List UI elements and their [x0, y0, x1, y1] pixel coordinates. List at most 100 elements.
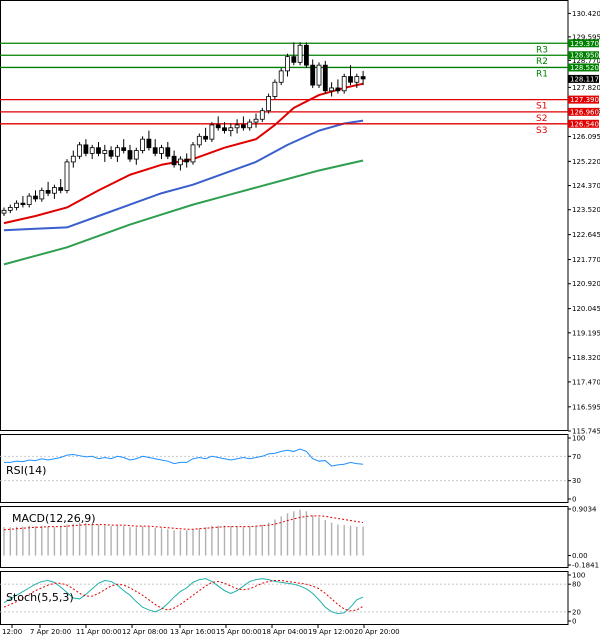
- candle-body: [310, 64, 316, 86]
- price-tick-label: 121.770: [572, 256, 600, 264]
- candle: [115, 144, 120, 162]
- candle: [291, 42, 297, 66]
- candle: [177, 156, 183, 171]
- stoch-signal-line: [3, 580, 364, 612]
- price-tick-label: 119.195: [572, 329, 600, 337]
- candle-body: [115, 147, 120, 157]
- level-name-r2: R2: [536, 57, 548, 67]
- price-tick-label: 116.595: [572, 403, 600, 411]
- candle-body: [26, 195, 32, 206]
- candle: [222, 122, 227, 134]
- candle-body: [127, 150, 133, 160]
- stoch-label: Stoch(5,5,3): [6, 591, 74, 604]
- candle-body: [83, 144, 89, 154]
- level-price-label: 129.370: [570, 40, 599, 48]
- price-panel: 130.420129.595128.770127.820126.995126.0…: [0, 0, 600, 436]
- rsi-line: [4, 448, 364, 467]
- candle: [52, 184, 57, 199]
- level-name-r1: R1: [536, 69, 548, 79]
- macd-panel: 0.9034 0.00 -0.1841 MACD(12,26,9): [0, 506, 599, 570]
- time-tick-label: 18 Apr 04:00: [262, 628, 308, 636]
- candle-body: [33, 195, 38, 200]
- candle-body: [247, 121, 253, 129]
- candle-body: [64, 161, 70, 191]
- candle: [259, 107, 265, 123]
- candle: [253, 113, 259, 128]
- candle: [159, 144, 164, 160]
- candle-body: [240, 124, 246, 129]
- level-name-s3: S3: [536, 126, 547, 136]
- candle-body: [209, 124, 215, 140]
- level-price-label: 126.540: [570, 120, 599, 128]
- candle: [266, 93, 272, 114]
- candle: [196, 133, 202, 148]
- candle-body: [360, 76, 366, 80]
- candle-body: [184, 158, 190, 163]
- candle-body: [1, 209, 7, 214]
- candle: [322, 60, 328, 94]
- level-price-box: [568, 107, 599, 116]
- candle-body: [96, 147, 101, 154]
- candle: [45, 181, 51, 197]
- level-price-label: 126.960: [570, 108, 599, 116]
- price-tick-label: 127.820: [572, 84, 600, 92]
- candle-body: [341, 76, 347, 92]
- candle: [165, 142, 171, 160]
- level-price-label: 128.950: [570, 52, 599, 60]
- macd-signal-line: [3, 515, 364, 531]
- candle: [1, 207, 7, 217]
- candle-body: [152, 147, 158, 154]
- candle-body: [329, 87, 335, 92]
- candle: [190, 142, 196, 165]
- candle-body: [171, 155, 177, 166]
- candle: [70, 150, 76, 168]
- candle-body: [14, 202, 20, 208]
- candle: [152, 139, 158, 157]
- level-name-s2: S2: [536, 114, 547, 124]
- candle: [335, 79, 341, 94]
- stoch-tick-label: 20: [572, 608, 581, 616]
- price-tick-label: 120.920: [572, 280, 600, 288]
- candle: [33, 190, 38, 202]
- stoch-panel-frame: [0, 571, 569, 625]
- time-tick-label: 12:00: [2, 628, 22, 636]
- candle: [89, 144, 95, 160]
- candle-body: [70, 155, 76, 163]
- macd-tick-label: -0.1841: [572, 562, 599, 570]
- candle: [58, 179, 64, 194]
- candle-body: [45, 189, 51, 194]
- current-price-box: [568, 74, 599, 83]
- candle-body: [140, 138, 146, 151]
- stoch-main-line: [3, 578, 364, 615]
- candle-body: [77, 144, 82, 157]
- candle-body: [278, 70, 284, 83]
- candle-body: [146, 138, 152, 149]
- candle: [26, 193, 32, 208]
- candle: [329, 82, 335, 97]
- time-tick-label: 12 Apr 08:00: [122, 628, 168, 636]
- candle: [228, 123, 234, 137]
- candle: [285, 53, 290, 77]
- candle: [140, 136, 146, 154]
- price-tick-label: 118.320: [572, 354, 600, 362]
- rsi-panel-frame: [0, 434, 569, 503]
- candle: [20, 196, 26, 208]
- candle: [14, 200, 20, 211]
- time-tick-label: 15 Apr 00:00: [216, 628, 262, 636]
- price-tick-label: 115.745: [572, 428, 600, 436]
- time-axis: 12:00 7 Apr 20:00 11 Apr 00:00 12 Apr 08:00…: [2, 625, 400, 636]
- candle: [215, 116, 221, 131]
- candle-body: [165, 147, 171, 157]
- time-tick-label: 11 Apr 00:00: [76, 628, 122, 636]
- candle-body: [335, 87, 341, 92]
- candle-body: [39, 189, 45, 200]
- time-tick-label: 13 Apr 16:00: [170, 628, 216, 636]
- price-tick-label: 122.645: [572, 231, 600, 239]
- rsi-tick-label: 100: [572, 435, 585, 443]
- stoch-tick-label: 80: [572, 581, 581, 589]
- time-tick-label: 19 Apr 12:00: [308, 628, 354, 636]
- moving-average-line: [3, 82, 364, 225]
- candle-body: [203, 135, 209, 140]
- price-tick-label: 125.220: [572, 158, 600, 166]
- candle: [348, 65, 353, 86]
